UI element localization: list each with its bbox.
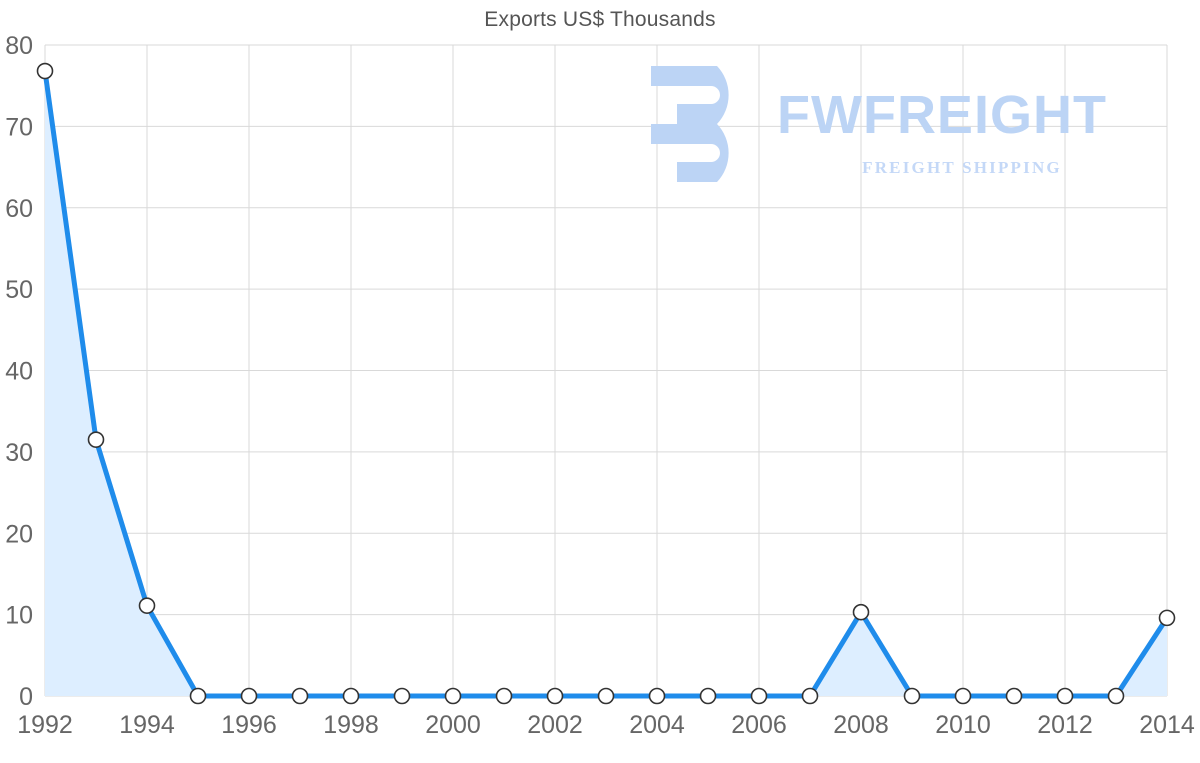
data-point-marker bbox=[699, 687, 717, 705]
data-point-marker bbox=[546, 687, 564, 705]
data-point-marker bbox=[597, 687, 615, 705]
y-tick-label: 20 bbox=[5, 520, 33, 548]
x-tick-label: 2010 bbox=[935, 711, 991, 739]
series-line-path bbox=[42, 68, 1170, 699]
data-point-marker bbox=[903, 687, 921, 705]
data-point-marker bbox=[1005, 687, 1023, 705]
x-tick-label: 1992 bbox=[17, 711, 73, 739]
data-point-markers bbox=[36, 62, 1176, 705]
data-point-marker bbox=[495, 687, 513, 705]
data-point-marker bbox=[87, 431, 105, 448]
x-tick-label: 2002 bbox=[527, 711, 583, 739]
x-tick-label: 2000 bbox=[425, 711, 481, 739]
chart-title: Exports US$ Thousands bbox=[484, 8, 716, 31]
data-point-marker bbox=[750, 687, 768, 705]
data-point-marker bbox=[852, 603, 870, 621]
data-point-marker bbox=[393, 687, 411, 705]
data-point-marker bbox=[954, 687, 972, 705]
x-tick-label: 2008 bbox=[833, 711, 889, 739]
data-point-marker bbox=[240, 687, 258, 705]
y-tick-label: 0 bbox=[19, 683, 33, 711]
y-tick-label: 40 bbox=[5, 358, 33, 386]
y-tick-label: 70 bbox=[5, 113, 33, 141]
x-tick-label: 2006 bbox=[731, 711, 787, 739]
data-point-marker bbox=[189, 687, 207, 705]
data-point-marker bbox=[342, 687, 360, 705]
area-fill-path bbox=[45, 71, 1167, 697]
data-line bbox=[42, 68, 1170, 699]
data-point-marker bbox=[444, 687, 462, 705]
data-point-marker bbox=[291, 687, 309, 705]
x-tick-label: 2012 bbox=[1037, 711, 1093, 739]
y-tick-label: 10 bbox=[5, 602, 33, 630]
x-tick-label: 1998 bbox=[323, 711, 379, 739]
y-tick-label: 50 bbox=[5, 276, 33, 304]
y-axis-tick-labels: 0 10 20 30 40 50 60 70 80 bbox=[5, 32, 33, 711]
area-fill bbox=[45, 71, 1167, 697]
x-tick-label: 1996 bbox=[221, 711, 277, 739]
data-point-marker bbox=[1158, 609, 1176, 627]
data-point-marker bbox=[138, 597, 156, 614]
data-point-marker bbox=[801, 687, 819, 705]
x-tick-label: 1994 bbox=[119, 711, 175, 739]
x-tick-label: 2004 bbox=[629, 711, 685, 739]
data-point-marker bbox=[1056, 687, 1074, 705]
data-point-marker bbox=[648, 687, 666, 705]
x-tick-label: 2014 bbox=[1139, 711, 1195, 739]
y-tick-label: 80 bbox=[5, 32, 33, 60]
data-point-marker bbox=[36, 62, 54, 80]
y-tick-label: 30 bbox=[5, 439, 33, 467]
y-tick-label: 60 bbox=[5, 195, 33, 223]
data-point-marker bbox=[1107, 687, 1125, 705]
grid-lines bbox=[44, 44, 1168, 697]
x-axis-tick-labels: 1992 1994 1996 1998 2000 2002 2004 2006 2008 2010… bbox=[17, 711, 1195, 739]
